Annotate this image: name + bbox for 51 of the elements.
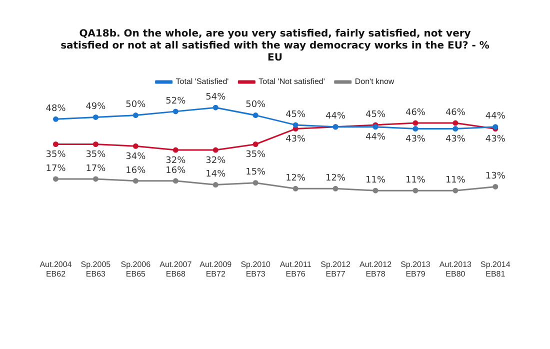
data-label: 16%: [166, 166, 186, 176]
data-label: 11%: [445, 175, 466, 186]
data-label: 52%: [166, 96, 186, 106]
chart-title: QA18b. On the whole, are you very satisfied, fairly satisfied, not very satisfied or not at all satisfied with the way democracy works in the EU? - % EU: [60, 28, 490, 64]
data-label: 43%: [405, 134, 426, 145]
data-label: 46%: [405, 108, 426, 118]
data-label: 43%: [485, 134, 506, 145]
data-label: 48%: [46, 104, 66, 114]
legend-label: Total 'Satisfied': [176, 77, 230, 86]
data-label: 50%: [126, 100, 146, 110]
legend-label: Don't know: [354, 77, 394, 86]
data-label: 15%: [246, 168, 266, 178]
data-label: 44%: [326, 112, 346, 122]
data-label: 17%: [46, 164, 66, 174]
data-label: 35%: [86, 150, 106, 160]
data-label: 14%: [206, 170, 226, 180]
x-tick-label: Sp.2012 EB77: [320, 260, 351, 278]
data-label: 35%: [246, 150, 266, 160]
data-label: 54%: [206, 92, 226, 102]
data-label: 45%: [366, 110, 386, 120]
data-label: 46%: [445, 108, 466, 118]
data-label: 16%: [126, 166, 146, 176]
x-tick-label: Aut.2013 EB80: [439, 260, 472, 278]
legend-label: Total 'Not satisfied': [258, 77, 326, 86]
x-tick-label: Sp.2014 EB81: [480, 260, 511, 278]
data-label: 34%: [126, 152, 146, 162]
x-tick-label: Aut.2012 EB78: [359, 260, 392, 278]
data-label: 32%: [206, 156, 226, 166]
x-tick-label: Aut.2011 EB76: [280, 260, 312, 278]
x-tick-label: Sp.2006 EB65: [120, 260, 152, 278]
x-tick-label: Sp.2010 EB73: [240, 260, 272, 278]
x-tick-label: Sp.2013 EB79: [400, 260, 431, 278]
data-label: 32%: [166, 156, 186, 166]
x-tick-label: Aut.2007 EB68: [160, 260, 192, 278]
data-label: 50%: [246, 100, 266, 110]
data-label: 11%: [366, 175, 386, 186]
data-label: 11%: [405, 175, 426, 186]
data-label: 45%: [286, 110, 306, 120]
data-label: 12%: [286, 173, 306, 184]
data-label: 43%: [286, 134, 306, 145]
data-label: 17%: [86, 164, 106, 174]
x-tick-label: Aut.2009 EB72: [200, 260, 232, 278]
data-label: 35%: [46, 150, 66, 160]
data-label: 12%: [326, 173, 346, 184]
x-tick-label: Sp.2005 EB63: [80, 260, 112, 278]
data-label: 49%: [86, 102, 106, 112]
x-tick-label: Aut.2004 EB62: [40, 260, 72, 278]
data-label: 13%: [485, 172, 506, 182]
data-label: 44%: [485, 112, 506, 122]
data-label: 43%: [445, 134, 466, 145]
data-label: 44%: [366, 132, 386, 143]
